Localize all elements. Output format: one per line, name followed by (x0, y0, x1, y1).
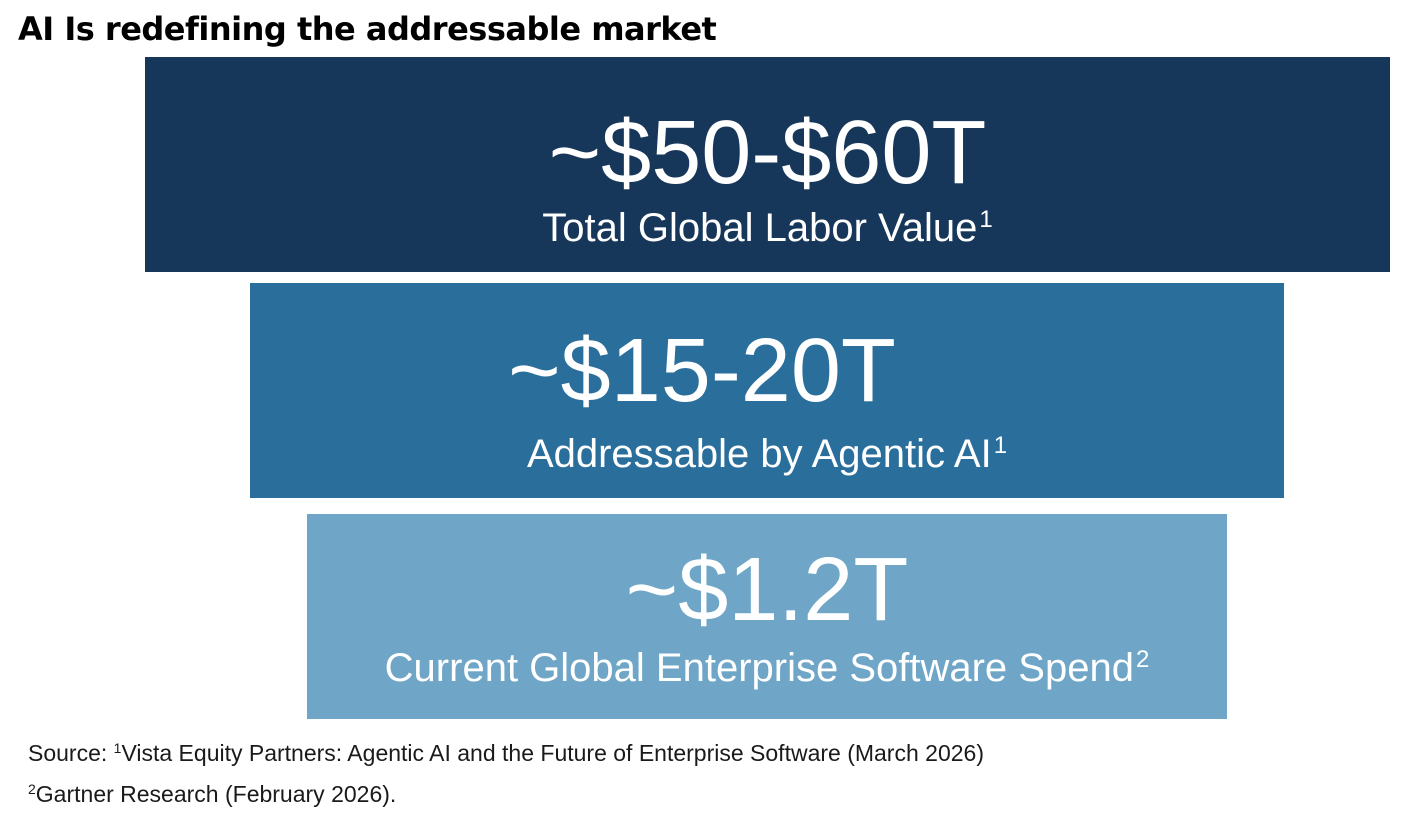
footnote-text: Vista Equity Partners: Agentic AI and th… (121, 740, 984, 766)
tier-total-global-labor-value: ~$50-$60T Total Global Labor Value1 (145, 57, 1390, 272)
tier-label-text: Current Global Enterprise Software Spend (384, 646, 1134, 690)
tier-label-text: Total Global Labor Value (542, 206, 978, 250)
tier-label-text: Addressable by Agentic AI (526, 432, 992, 476)
tier-label: Current Global Enterprise Software Spend… (307, 644, 1227, 692)
footnote-1: Source: 1Vista Equity Partners: Agentic … (28, 733, 984, 774)
source-prefix: Source: (28, 740, 114, 766)
footnote-marker: 2 (28, 781, 36, 797)
footnote-ref: 2 (1135, 646, 1150, 673)
tier-value: ~$50-$60T (548, 103, 987, 203)
page-title: AI Is redefining the addressable market (18, 10, 717, 48)
tier-label: Total Global Labor Value1 (145, 204, 1390, 252)
tier-label: Addressable by Agentic AI1 (250, 430, 1284, 478)
footnote-2: 2Gartner Research (February 2026). (28, 774, 984, 815)
footnote-marker: 1 (113, 740, 122, 756)
source-footnotes: Source: 1Vista Equity Partners: Agentic … (28, 733, 984, 815)
footnote-ref: 1 (993, 432, 1008, 459)
footnote-text: Gartner Research (February 2026). (35, 781, 397, 807)
tier-addressable-by-agentic-ai: ~$15-20T Addressable by Agentic AI1 (250, 283, 1284, 498)
tier-value: ~$15-20T (508, 321, 896, 421)
footnote-ref: 1 (979, 206, 993, 233)
tier-value: ~$1.2T (625, 540, 909, 640)
tier-enterprise-software-spend: ~$1.2T Current Global Enterprise Softwar… (307, 514, 1227, 719)
